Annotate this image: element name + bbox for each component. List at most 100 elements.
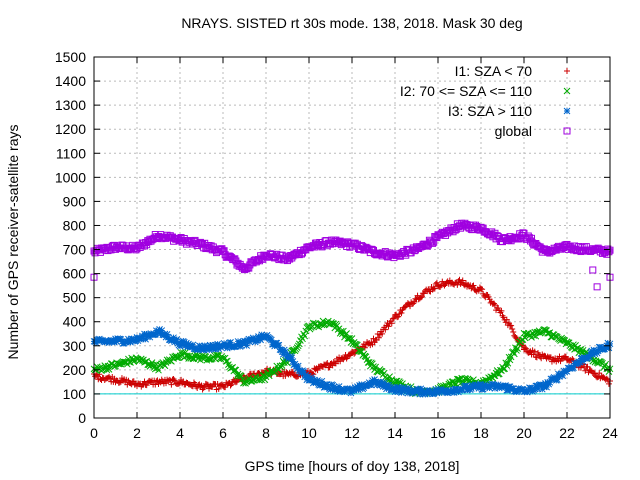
data-point: [449, 386, 457, 394]
data-point: [278, 362, 286, 369]
data-point: [479, 385, 487, 393]
data-point: [605, 380, 612, 387]
data-point: [543, 383, 550, 391]
data-point: [189, 341, 197, 349]
data-point: [361, 344, 368, 351]
data-point: [115, 360, 123, 368]
data-point: [590, 356, 598, 364]
legend-label: I3: SZA > 110: [448, 103, 532, 119]
data-point: [327, 386, 334, 393]
x-tick-label: 22: [559, 425, 575, 441]
data-point: [370, 379, 377, 387]
data-point: [518, 336, 526, 344]
data-point: [223, 344, 231, 352]
data-point: [503, 316, 510, 323]
data-point: [176, 342, 184, 350]
data-point: [183, 339, 190, 347]
x-tick-label: 0: [90, 425, 98, 441]
data-point: [212, 345, 219, 353]
legend-marker: [563, 127, 571, 135]
data-point: [501, 365, 509, 373]
data-point: [129, 356, 137, 364]
data-point: [437, 385, 445, 393]
data-point: [108, 360, 116, 368]
data-point: [289, 369, 296, 376]
data-point: [605, 248, 613, 256]
data-point: [498, 307, 505, 314]
outlier-point: [589, 266, 597, 274]
data-point: [157, 330, 165, 337]
data-point: [355, 386, 362, 394]
data-point: [510, 328, 517, 335]
data-point: [232, 366, 240, 374]
data-point: [170, 376, 177, 383]
data-point: [605, 344, 613, 352]
data-point: [593, 349, 601, 357]
data-point: [469, 381, 476, 389]
data-point: [205, 346, 213, 353]
y-tick-label: 1300: [55, 97, 86, 113]
data-point: [391, 388, 399, 396]
ticks: 0100200300400500600700800900100011001200…: [55, 49, 618, 441]
data-point: [303, 376, 311, 384]
data-point: [280, 346, 288, 354]
data-point: [242, 338, 249, 345]
data-point: [275, 341, 283, 349]
y-tick-label: 600: [63, 266, 87, 282]
data-point: [379, 330, 386, 337]
x-tick-label: 2: [133, 425, 141, 441]
data-point: [354, 341, 361, 349]
data-point: [393, 377, 401, 385]
data-point: [521, 334, 529, 342]
data-point: [564, 339, 572, 346]
data-point: [385, 323, 392, 330]
x-tick-label: 4: [176, 425, 184, 441]
data-point: [390, 315, 397, 322]
data-point: [469, 283, 476, 290]
data-point: [200, 384, 207, 391]
data-point: [222, 341, 230, 349]
data-point: [431, 285, 438, 292]
data-point: [389, 315, 396, 322]
data-point: [222, 358, 230, 365]
data-point: [434, 387, 442, 395]
data-point: [343, 330, 350, 337]
data-point: [589, 351, 597, 358]
y-axis-label: Number of GPS receiver-satellite rays: [5, 125, 21, 360]
data-point: [426, 390, 433, 397]
data-point: [330, 383, 338, 391]
data-point: [348, 335, 356, 342]
data-point: [418, 293, 425, 300]
data-point: [542, 380, 549, 387]
data-point: [201, 342, 209, 349]
data-point: [523, 345, 530, 352]
data-point: [537, 381, 545, 389]
data-point: [454, 281, 461, 288]
data-point: [302, 371, 310, 379]
data-point: [534, 385, 542, 393]
data-point: [174, 339, 182, 347]
data-point: [194, 346, 202, 353]
data-point: [310, 371, 317, 378]
data-point: [410, 300, 417, 307]
data-point: [128, 381, 135, 388]
data-point: [510, 350, 518, 358]
y-tick-label: 1100: [56, 145, 86, 161]
data-point: [314, 377, 321, 384]
data-point: [158, 327, 166, 334]
y-tick-label: 400: [63, 314, 87, 330]
data-point: [430, 390, 438, 397]
data-point: [395, 313, 402, 320]
legend-label: I1: SZA < 70: [455, 63, 533, 79]
data-point: [604, 339, 612, 347]
data-point: [340, 327, 347, 335]
data-point: [233, 378, 240, 385]
data-point: [405, 384, 413, 392]
data-point: [225, 342, 232, 349]
data-point: [369, 377, 376, 384]
data-point: [444, 389, 452, 397]
data-point: [416, 390, 424, 398]
data-point: [92, 339, 100, 347]
data-point: [584, 363, 591, 370]
